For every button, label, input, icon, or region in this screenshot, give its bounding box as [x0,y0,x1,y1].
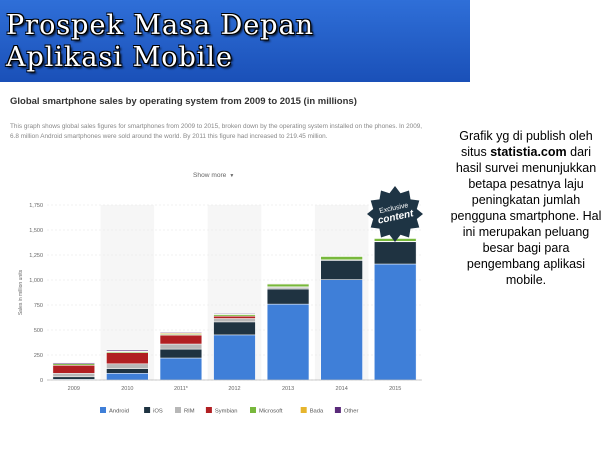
bar-segment [266,303,310,381]
x-tick-label: 2015 [389,386,401,392]
legend-label: Other [344,409,359,415]
bar-segment [266,282,310,284]
bar-segment [52,362,95,365]
bar-segment [159,332,203,334]
legend-swatch [334,407,341,413]
caption-intro: Grafik yg di publish oleh situs [459,129,593,159]
legend-label: Symbian [215,409,238,415]
bar-segment [213,318,256,323]
bar-segment [320,255,363,257]
x-tick-label: 2013 [282,386,294,392]
y-tick-label: 250 [34,353,43,359]
bar-segment [159,348,203,359]
bar-segment [52,376,95,380]
caption-body: dari hasil survei menunjukkan betapa pes… [450,145,602,287]
legend-swatch [300,407,307,413]
y-tick-label: 1,750 [29,203,43,209]
legend-swatch [175,407,181,413]
x-tick-label: 2009 [68,386,80,392]
bar-segment [213,334,256,381]
bar-segment [159,357,203,381]
caption-source: statistia.com [490,145,567,159]
legend-swatch [205,407,212,413]
y-tick-label: 500 [34,328,43,334]
x-tick-label: 2012 [228,386,240,392]
title-banner: Prospek Masa Depan Aplikasi Mobile [0,0,470,82]
chart-description: This graph shows global sales figures fo… [10,123,423,140]
bar-segment [52,365,95,374]
bar-segment [106,368,149,374]
legend-label: Microsoft [259,409,283,415]
legend-label: iOS [153,409,163,415]
bar-segment [52,373,95,378]
slide-title: Prospek Masa Depan Aplikasi Mobile [6,10,315,73]
show-more-label: Show more [193,172,227,179]
chart-title: Global smartphone sales by operating sys… [10,96,357,107]
side-caption: Grafik yg di publish oleh situs statisti… [450,128,602,288]
bar-segment [106,363,149,369]
bar-segment [320,279,363,381]
legend-label: Bada [310,409,324,415]
badge-seal-icon [367,186,423,242]
x-tick-label: 2011* [174,386,189,392]
bar-segment [213,315,256,319]
legend-label: Android [109,409,129,415]
exclusive-content-badge: Exclusive content [366,185,424,243]
bar-segment [266,288,310,305]
y-tick-label: 0 [40,378,43,384]
bar-segment [106,373,149,381]
y-tick-label: 1,500 [29,228,43,234]
legend-label: RIM [184,409,195,415]
chevron-down-icon: ▼ [229,173,235,179]
bar-segment [320,256,363,261]
y-tick-label: 1,250 [29,253,43,259]
y-tick-label: 1,000 [29,278,43,284]
bar-segment [374,263,417,381]
bar-segment [213,321,256,336]
x-tick-label: 2010 [121,386,133,392]
legend-swatch [100,407,106,413]
statista-screenshot: Global smartphone sales by operating sys… [0,92,470,442]
x-tick-label: 2014 [336,386,348,392]
legend-swatch [250,407,256,413]
y-axis-label: Sales in million units [18,269,24,315]
y-tick-label: 750 [34,303,43,309]
bar-segment [320,260,363,280]
bar-segment [106,352,149,365]
legend-swatch [144,407,151,413]
bar-segment [159,343,203,350]
bar-segment [159,334,203,345]
show-more-button[interactable]: Show more ▼ [193,172,234,179]
sales-chart: 0 250 500 750 1,000 1,250 1,500 1,750 Sales in m… [18,203,422,415]
bar-segment [213,313,256,315]
bar-segment [106,349,149,352]
